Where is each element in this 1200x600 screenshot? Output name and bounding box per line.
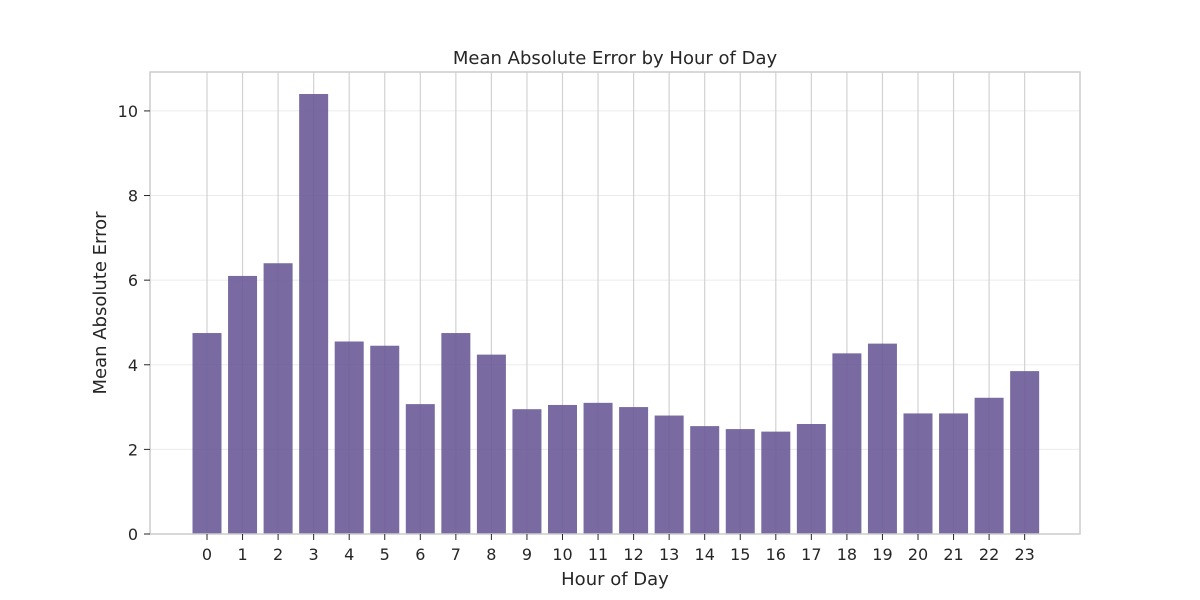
bar-hour-19	[867, 343, 897, 534]
x-tick-label: 19	[872, 545, 892, 564]
x-tick-label: 0	[202, 545, 212, 564]
y-axis: 0 2 4 6 8 10	[118, 102, 150, 544]
x-tick-label: 5	[380, 545, 390, 564]
x-tick-label: 7	[451, 545, 461, 564]
x-tick-label: 17	[801, 545, 821, 564]
x-tick-label: 11	[588, 545, 608, 564]
x-tick-label: 22	[979, 545, 999, 564]
bar-hour-4	[334, 341, 364, 534]
bar-hour-13	[654, 415, 684, 534]
bar-hour-1	[228, 275, 258, 534]
x-tick-label: 8	[486, 545, 496, 564]
x-tick-label: 9	[522, 545, 532, 564]
y-tick-label: 10	[118, 102, 138, 121]
bar-layer	[192, 94, 1040, 534]
bar-hour-22	[974, 397, 1004, 534]
chart-title: Mean Absolute Error by Hour of Day	[453, 48, 778, 69]
x-tick-label: 14	[695, 545, 715, 564]
x-tick-label: 10	[552, 545, 572, 564]
bar-hour-11	[583, 402, 613, 534]
x-tick-label: 18	[837, 545, 857, 564]
bar-hour-18	[832, 353, 862, 534]
bar-hour-15	[725, 429, 755, 534]
y-tick-label: 0	[128, 525, 138, 544]
x-tick-label: 3	[309, 545, 319, 564]
y-tick-label: 2	[128, 440, 138, 459]
bar-hour-7	[441, 333, 471, 534]
bar-hour-5	[370, 345, 400, 534]
x-tick-label: 21	[943, 545, 963, 564]
bar-hour-0	[192, 333, 222, 534]
x-tick-label: 13	[659, 545, 679, 564]
x-tick-label: 12	[623, 545, 643, 564]
bar-hour-14	[690, 426, 720, 534]
x-tick-label: 6	[415, 545, 425, 564]
x-axis-label: Hour of Day	[561, 569, 669, 590]
x-axis: 0 1 2 3 4 5 6 7 8 9 10 11 12 13 14 15 16 17 18 19 20 21 22 23	[202, 534, 1035, 564]
x-tick-label: 4	[344, 545, 354, 564]
x-tick-label: 15	[730, 545, 750, 564]
bar-hour-3	[299, 94, 329, 534]
x-tick-label: 1	[237, 545, 247, 564]
bar-hour-17	[796, 424, 826, 534]
bar-hour-16	[761, 431, 791, 534]
bar-hour-12	[619, 407, 649, 534]
bar-hour-9	[512, 409, 542, 534]
bar-hour-8	[476, 354, 506, 534]
bar-hour-23	[1010, 371, 1040, 534]
y-tick-label: 6	[128, 271, 138, 290]
x-tick-label: 16	[766, 545, 786, 564]
bar-hour-6	[405, 404, 435, 534]
x-tick-label: 23	[1014, 545, 1034, 564]
bar-hour-20	[903, 413, 933, 534]
y-tick-label: 8	[128, 187, 138, 206]
bar-hour-10	[548, 404, 577, 534]
y-tick-label: 4	[128, 356, 138, 375]
bar-hour-21	[939, 413, 969, 534]
y-axis-label: Mean Absolute Error	[90, 211, 111, 395]
plot-frame	[149, 71, 1081, 535]
bar-hour-2	[263, 263, 293, 534]
x-tick-label: 20	[908, 545, 928, 564]
x-tick-label: 2	[273, 545, 283, 564]
